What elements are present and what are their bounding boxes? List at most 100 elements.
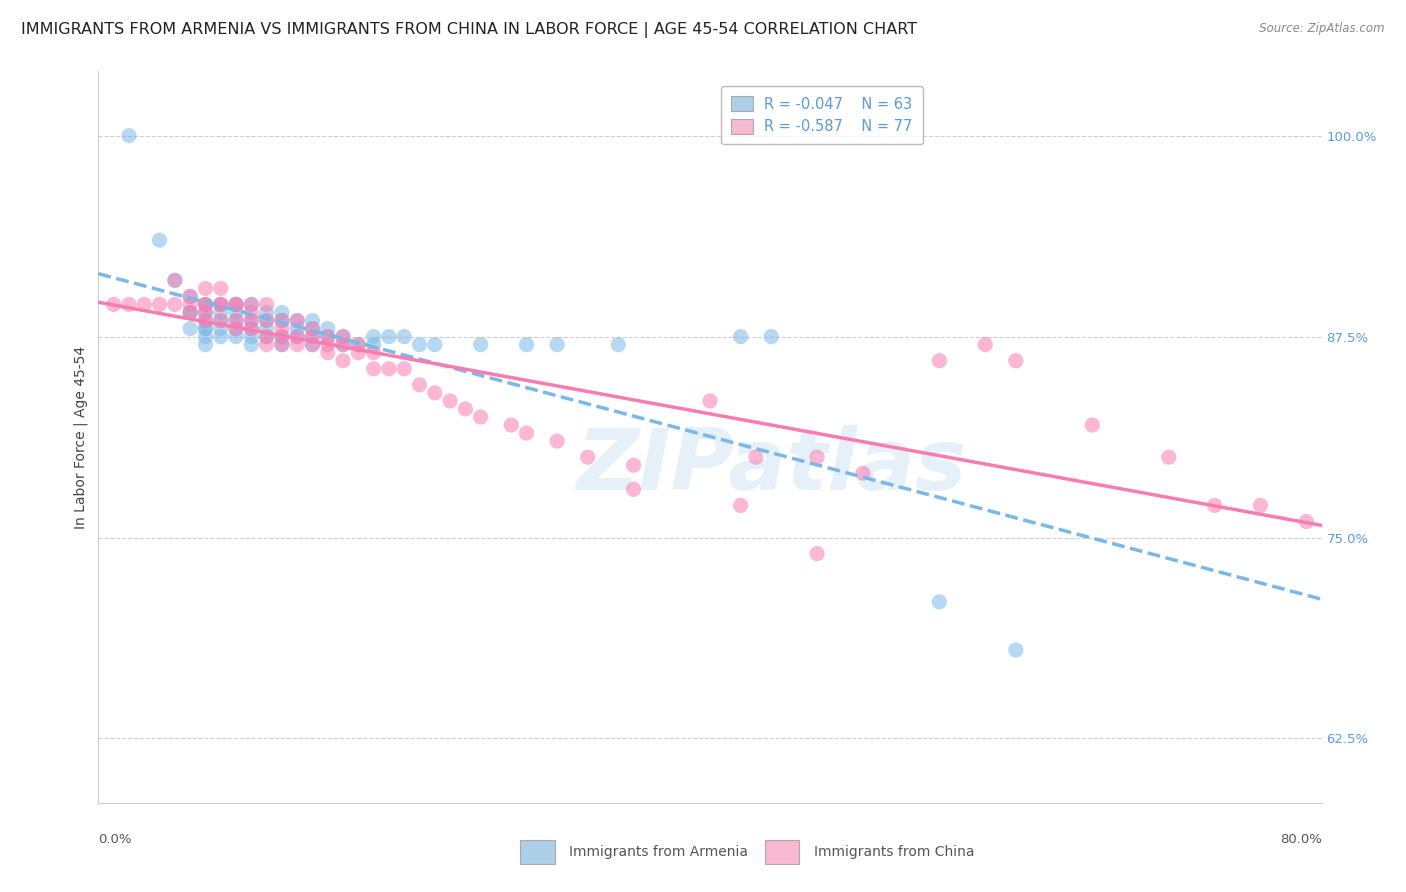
Point (347, 337, 370, 351)
Point (316, 329, 339, 343)
Point (623, 458, 645, 473)
Point (1249, 499, 1271, 513)
Point (225, 321, 247, 335)
Point (179, 321, 201, 335)
Point (285, 321, 308, 335)
Point (209, 329, 232, 343)
Point (928, 595, 950, 609)
Point (270, 305, 292, 319)
Point (408, 337, 430, 351)
Point (546, 337, 568, 351)
Point (179, 305, 201, 319)
Point (240, 305, 263, 319)
Point (179, 289, 201, 303)
Point (225, 313, 247, 327)
Point (149, 233, 172, 247)
Text: Immigrants from China: Immigrants from China (814, 845, 974, 859)
Point (1295, 515, 1317, 529)
Point (623, 483, 645, 497)
Point (270, 337, 292, 351)
Point (256, 329, 278, 343)
Point (806, 450, 828, 465)
Point (285, 313, 308, 327)
Point (240, 337, 263, 351)
Point (270, 329, 292, 343)
Point (240, 297, 263, 311)
Point (378, 329, 401, 343)
Point (316, 345, 339, 359)
Point (392, 361, 416, 376)
Point (301, 337, 323, 351)
Point (363, 337, 385, 351)
Point (194, 313, 217, 327)
Point (301, 329, 323, 343)
Point (194, 321, 217, 335)
Point (240, 313, 263, 327)
Point (607, 337, 630, 351)
Point (270, 313, 292, 327)
Legend: R = -0.047    N = 63, R = -0.587    N = 77: R = -0.047 N = 63, R = -0.587 N = 77 (721, 86, 922, 145)
Point (256, 313, 278, 327)
Point (470, 337, 492, 351)
Text: 0.0%: 0.0% (98, 833, 132, 847)
Point (179, 289, 201, 303)
Point (408, 377, 430, 392)
Text: ZIPatlas: ZIPatlas (576, 425, 966, 508)
Point (332, 353, 354, 368)
Point (285, 329, 308, 343)
Text: 80.0%: 80.0% (1279, 833, 1322, 847)
Point (225, 297, 247, 311)
Point (347, 337, 370, 351)
Point (301, 337, 323, 351)
FancyBboxPatch shape (765, 840, 800, 863)
Point (285, 313, 308, 327)
Point (316, 337, 339, 351)
Point (163, 297, 186, 311)
Point (392, 329, 416, 343)
Point (163, 273, 186, 287)
Point (332, 337, 354, 351)
Point (194, 329, 217, 343)
Point (179, 305, 201, 319)
Point (699, 393, 721, 408)
Point (225, 297, 247, 311)
Point (806, 547, 828, 561)
Point (240, 297, 263, 311)
Point (928, 353, 950, 368)
Point (270, 321, 292, 335)
Point (363, 345, 385, 359)
Point (454, 401, 477, 416)
Point (1081, 417, 1104, 432)
Point (470, 409, 492, 424)
Point (759, 329, 782, 343)
Point (316, 321, 339, 335)
Point (209, 305, 232, 319)
Point (256, 337, 278, 351)
Point (194, 281, 217, 295)
Point (149, 297, 172, 311)
Point (363, 329, 385, 343)
Y-axis label: In Labor Force | Age 45-54: In Labor Force | Age 45-54 (73, 345, 89, 529)
Point (347, 345, 370, 359)
Point (209, 297, 232, 311)
Point (501, 417, 523, 432)
Point (194, 305, 217, 319)
Point (332, 337, 354, 351)
Point (225, 329, 247, 343)
Point (194, 297, 217, 311)
FancyBboxPatch shape (520, 840, 555, 863)
Point (546, 434, 568, 449)
Point (256, 313, 278, 327)
Point (179, 297, 201, 311)
Point (301, 321, 323, 335)
Point (240, 329, 263, 343)
Point (256, 297, 278, 311)
Point (240, 313, 263, 327)
Text: Source: ZipAtlas.com: Source: ZipAtlas.com (1260, 22, 1385, 36)
Point (118, 297, 141, 311)
Point (209, 297, 232, 311)
Point (209, 313, 232, 327)
Point (209, 321, 232, 335)
Point (134, 297, 156, 311)
Point (576, 450, 599, 465)
